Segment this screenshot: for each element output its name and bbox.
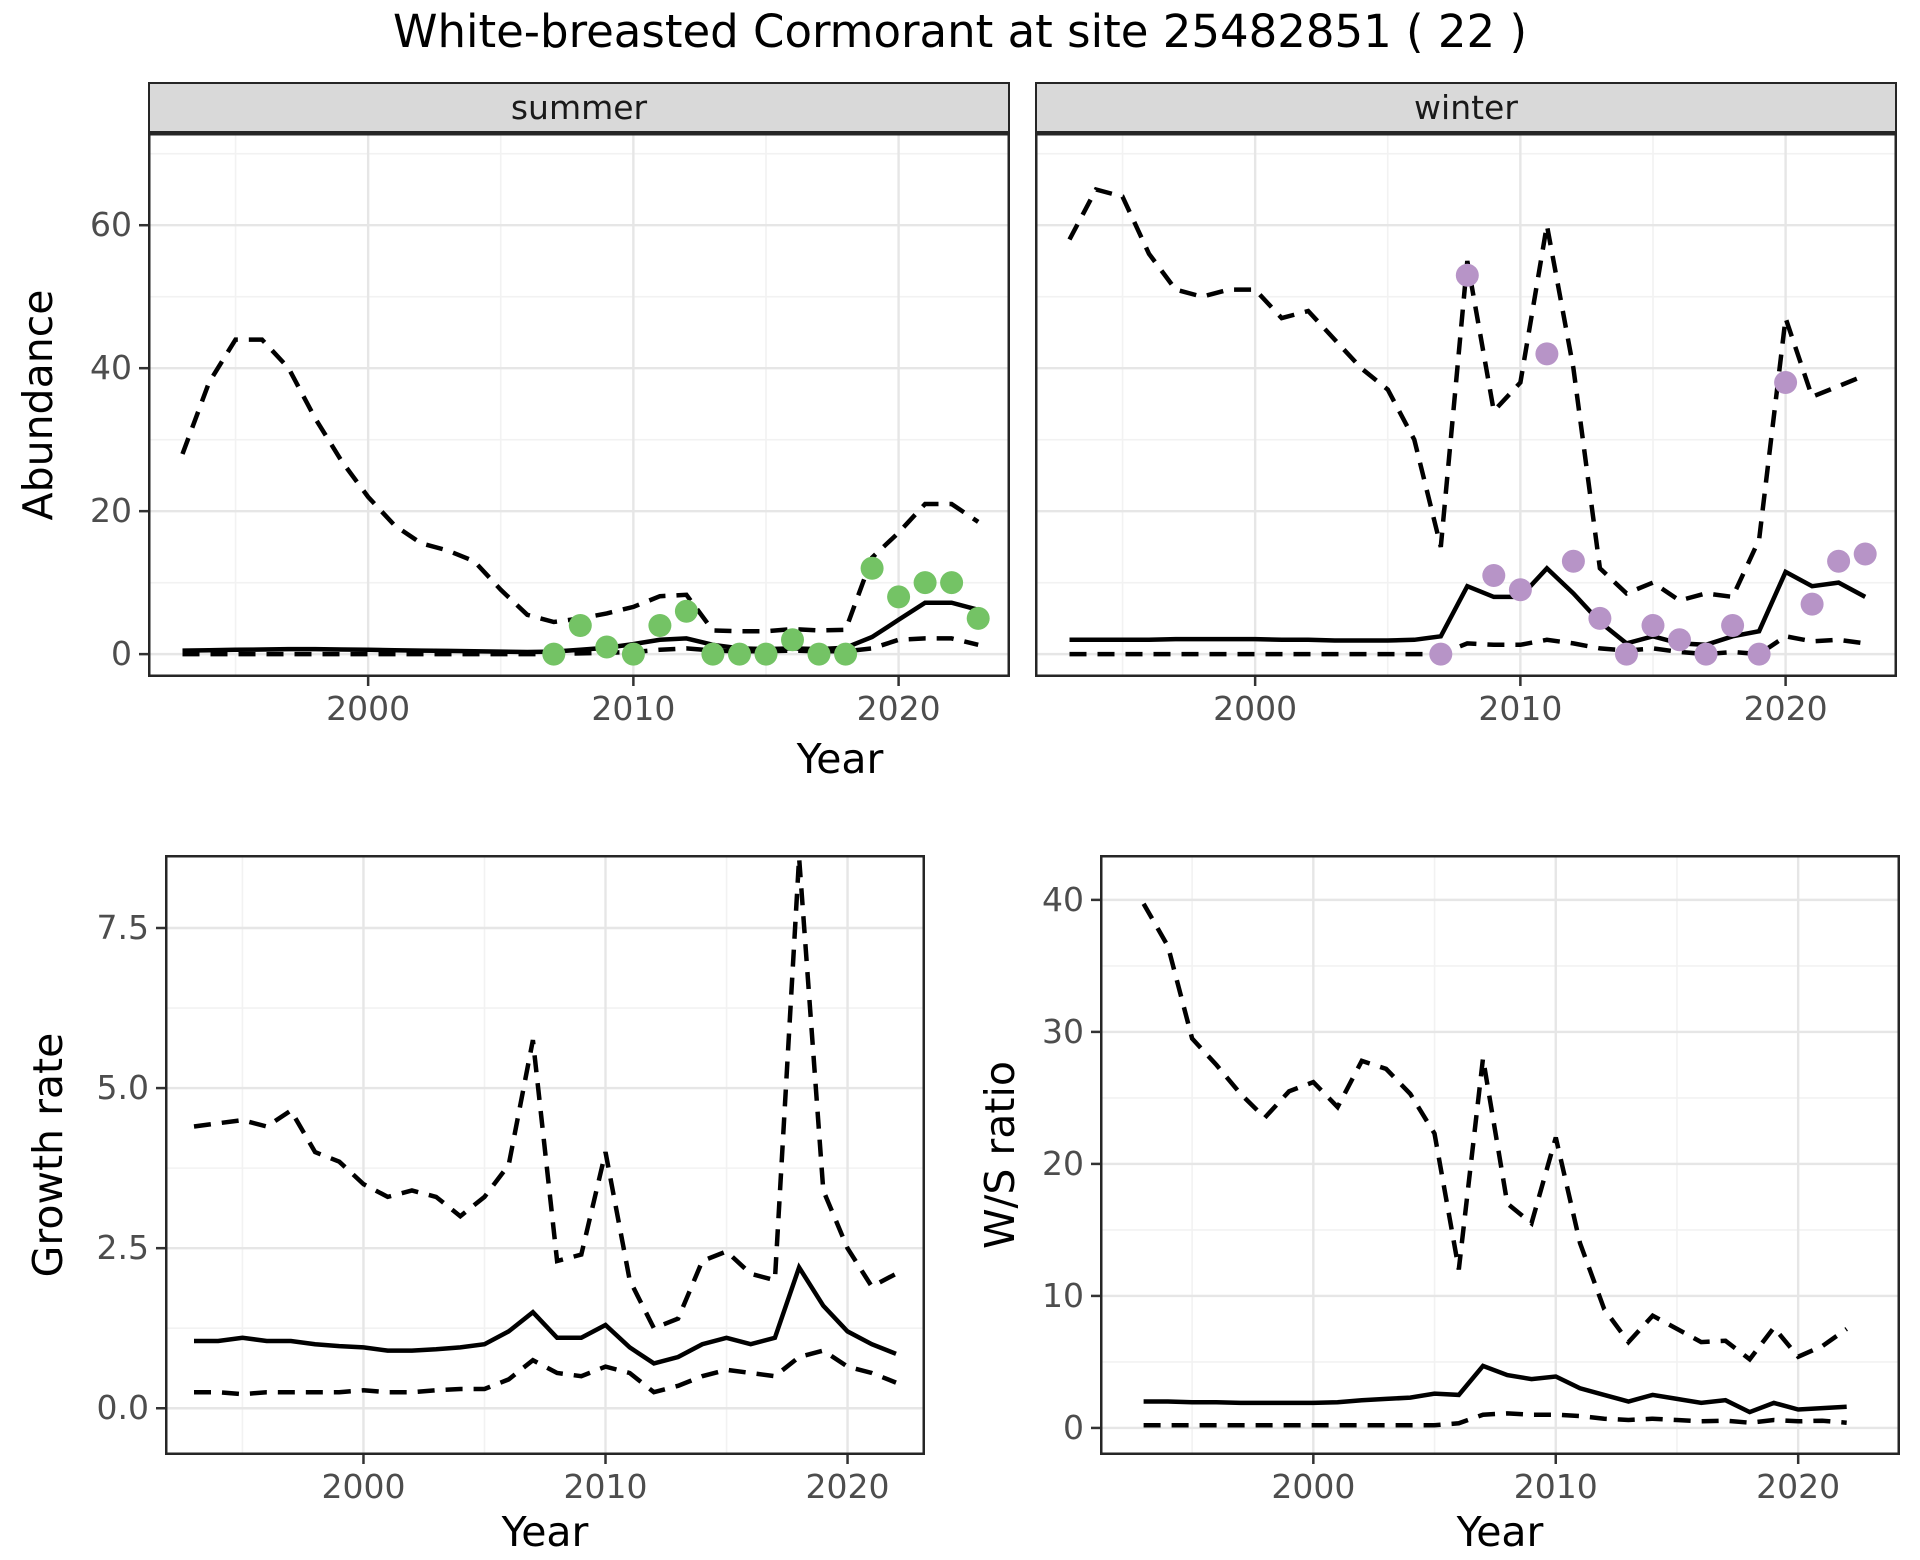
y-tick-label: 7.5 <box>96 907 149 947</box>
growth-rate-upper_95ci-line <box>193 857 898 1332</box>
growth-rate-panel <box>156 855 925 1464</box>
summer-observation-point <box>781 628 804 652</box>
x-axis-title-year-bottom-left: Year <box>501 1508 589 1556</box>
summer-observation-point <box>834 642 858 666</box>
winter-observation-point <box>1588 606 1612 630</box>
x-axis-title-year-top: Year <box>796 735 884 783</box>
winter-observation-point <box>1694 642 1718 666</box>
summer-observation-point <box>621 642 645 666</box>
w-s-ratio-lower_95ci-line <box>1143 1411 1847 1428</box>
x-tick-label: 2020 <box>856 689 941 728</box>
y-tick-label: 20 <box>1042 1143 1084 1183</box>
summer-observation-point <box>568 614 592 637</box>
winter-observation-point <box>1455 263 1479 287</box>
summer-observation-point <box>674 599 698 623</box>
x-tick-label: 2000 <box>1271 1467 1356 1506</box>
winter-observation-point <box>1482 564 1506 587</box>
winter-observation-point <box>1747 642 1771 666</box>
abundance-summer-panel <box>139 133 1010 686</box>
y-tick-label: 30 <box>1042 1011 1084 1051</box>
x-tick-label: 2020 <box>1743 689 1828 728</box>
summer-observation-point <box>728 642 751 666</box>
summer-observation-point <box>913 571 937 595</box>
x-tick-label: 2000 <box>326 689 411 728</box>
summer-upper_95ci-line <box>180 337 980 634</box>
facet-strip-winter: winter <box>1035 82 1897 133</box>
x-tick-label: 2020 <box>1756 1467 1841 1506</box>
x-axis-title-year-bottom-right: Year <box>1456 1508 1544 1556</box>
y-tick-label: 2.5 <box>96 1228 149 1268</box>
summer-observation-point <box>887 585 911 609</box>
winter-observation-point <box>1508 578 1532 602</box>
winter-observation-point <box>1615 642 1638 666</box>
panel-border <box>1035 133 1897 677</box>
winter-observation-point <box>1827 549 1851 573</box>
summer-observation-point <box>860 556 884 580</box>
winter-observation-point <box>1721 614 1745 637</box>
x-tick-label: 2020 <box>805 1467 890 1506</box>
x-tick-label: 2010 <box>563 1467 648 1506</box>
summer-observation-point <box>940 571 964 595</box>
winter-observation-point <box>1429 642 1453 666</box>
summer-observation-point <box>966 606 990 630</box>
winter-upper_95ci-line <box>1067 186 1867 603</box>
winter-observation-point <box>1800 592 1824 616</box>
facet-strip-summer: summer <box>148 82 1010 133</box>
winter-observation-point <box>1774 371 1798 394</box>
summer-lower_95ci-line <box>182 636 979 657</box>
ws-ratio-panel <box>1091 855 1900 1464</box>
winter-lower_95ci-line <box>1069 633 1866 657</box>
winter-observation-point <box>1641 614 1665 637</box>
winter-observation-point <box>1668 628 1691 652</box>
summer-observation-point <box>595 635 619 659</box>
winter-median-line <box>1069 565 1867 648</box>
y-tick-label: 40 <box>1042 879 1084 919</box>
winter-observation-point <box>1561 549 1585 573</box>
y-tick-label: 40 <box>90 348 132 388</box>
panel-border <box>165 855 925 1455</box>
w-s-ratio-upper_95ci-line <box>1141 902 1848 1363</box>
y-tick-label: 60 <box>90 205 132 245</box>
summer-observation-point <box>648 614 672 637</box>
x-tick-label: 2000 <box>1213 689 1298 728</box>
summer-observation-point <box>807 642 831 666</box>
summer-observation-point <box>542 642 566 666</box>
y-tick-label: 10 <box>1042 1275 1084 1315</box>
y-tick-label: 5.0 <box>96 1068 149 1108</box>
winter-observation-point <box>1853 542 1877 566</box>
y-tick-label: 20 <box>90 491 132 531</box>
panel-border <box>148 133 1010 677</box>
w-s-ratio-median-line <box>1143 1363 1847 1415</box>
growth-rate-median-line <box>194 1262 897 1366</box>
facet-strip-winter-label: winter <box>1414 88 1518 127</box>
summer-observation-point <box>701 642 725 666</box>
abundance-winter-panel <box>1035 133 1897 686</box>
y-tick-label: 0.0 <box>96 1388 149 1428</box>
y-tick-label: 0 <box>111 634 132 674</box>
y-tick-label: 0 <box>1063 1407 1084 1447</box>
panel-border <box>1100 855 1900 1455</box>
x-tick-label: 2010 <box>591 689 676 728</box>
x-tick-label: 2010 <box>1513 1467 1598 1506</box>
y-axis-title-growth-rate: Growth rate <box>24 1032 72 1278</box>
winter-observation-point <box>1535 342 1559 366</box>
x-tick-label: 2000 <box>321 1467 406 1506</box>
summer-observation-point <box>754 642 778 666</box>
x-tick-label: 2010 <box>1478 689 1563 728</box>
growth-rate-lower_95ci-line <box>194 1348 897 1397</box>
page-title: White-breasted Cormorant at site 2548285… <box>392 5 1528 58</box>
facet-strip-summer-label: summer <box>510 88 648 127</box>
